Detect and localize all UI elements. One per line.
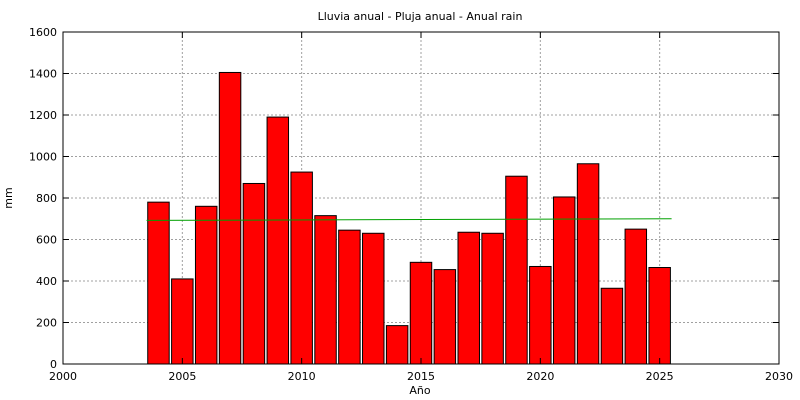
- bar-2017: [457, 231, 480, 365]
- bar-2006: [194, 205, 218, 365]
- x-tick-label: 2020: [526, 370, 554, 383]
- y-tick-label: 200: [36, 317, 57, 330]
- bar-2024: [624, 228, 648, 365]
- y-tick-label: 0: [50, 358, 57, 371]
- ticks: 0 200 400 600 800 1000 1200 1400 1600 2000 2005 201…: [29, 26, 793, 383]
- bar-2009: [266, 116, 290, 365]
- bar-2014: [385, 325, 409, 365]
- bar-2012: [338, 229, 361, 365]
- x-tick-label: 2025: [646, 370, 674, 383]
- bar-2015: [409, 261, 433, 365]
- bar-2023: [600, 287, 624, 365]
- bar-2013: [362, 232, 385, 365]
- bar-2005: [171, 278, 194, 365]
- y-tick-label: 600: [36, 234, 57, 247]
- trend: [146, 218, 672, 221]
- y-tick-label: 800: [36, 192, 57, 205]
- bar-2010: [290, 171, 313, 365]
- y-tick-label: 1000: [29, 151, 57, 164]
- x-tick-label: 2010: [288, 370, 316, 383]
- chart-title: Lluvia anual - Pluja anual - Anual rain: [318, 10, 523, 23]
- bar-2020: [529, 265, 552, 365]
- bars: [147, 71, 671, 365]
- bar-2019: [505, 175, 528, 365]
- y-tick-label: 400: [36, 275, 57, 288]
- x-tick-label: 2005: [168, 370, 196, 383]
- bar-2025: [648, 267, 671, 365]
- y-tick-label: 1200: [29, 109, 57, 122]
- x-tick-label: 2000: [49, 370, 77, 383]
- x-tick-label: 2015: [407, 370, 435, 383]
- y-tick-label: 1400: [29, 68, 57, 81]
- bar-2021: [552, 196, 576, 365]
- bar-2008: [242, 182, 266, 365]
- bar-2022: [576, 163, 600, 365]
- bar-2011: [314, 215, 337, 365]
- y-tick-label: 1600: [29, 26, 57, 39]
- bar-2018: [481, 232, 504, 365]
- bar-2004: [147, 201, 170, 365]
- trend-line: [146, 218, 672, 221]
- x-axis-label: Año: [409, 384, 430, 397]
- y-axis-label: mm: [2, 187, 15, 208]
- bar-2007: [218, 71, 242, 365]
- x-tick-label: 2030: [765, 370, 793, 383]
- bar-2016: [433, 269, 457, 365]
